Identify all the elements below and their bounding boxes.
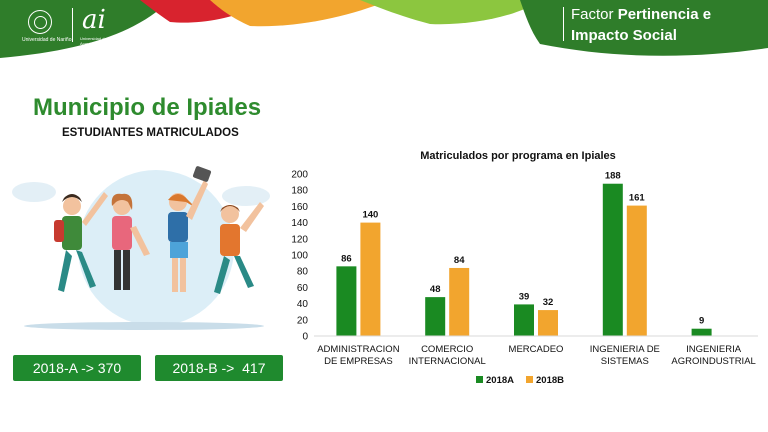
legend-label: 2018A <box>486 375 514 386</box>
chart-legend: 2018A 2018B <box>476 375 564 386</box>
legend-label: 2018B <box>536 375 564 386</box>
total-2018b-badge: 2018-B -> 417 <box>155 355 283 381</box>
illustration-bush-right <box>222 186 270 206</box>
banner-green-right <box>520 0 768 56</box>
illustration-bg-circle <box>78 170 234 326</box>
y-tick-label: 120 <box>291 234 308 245</box>
y-tick-label: 200 <box>291 170 308 181</box>
factor-title-line2: Impacto Social <box>571 27 677 44</box>
ai-logo-mark: ai <box>82 5 106 35</box>
y-tick-label: 180 <box>291 186 308 197</box>
y-tick-label: 160 <box>291 202 308 213</box>
student-figure-3 <box>168 166 212 292</box>
data-label: 161 <box>629 193 646 204</box>
university-name: Universidad de Nariño <box>22 37 72 43</box>
factor-title-bold: Pertinencia e <box>617 6 712 23</box>
legend-swatch-2018a <box>476 376 483 383</box>
bar-2018a <box>514 304 534 336</box>
x-category-label: DE EMPRESAS <box>324 356 393 367</box>
ai-logo-subtext: Universidad de Nariño · Acreditación Ins… <box>80 36 125 46</box>
header-banner <box>0 0 768 58</box>
y-tick-label: 0 <box>302 332 308 343</box>
data-label: 39 <box>519 291 530 302</box>
factor-title-light: Factor <box>571 6 614 23</box>
page-subtitle: ESTUDIANTES MATRICULADOS <box>62 127 239 139</box>
total-2018a-badge: 2018-A -> 370 <box>13 355 141 381</box>
university-logo: Universidad de Nariño ai Universidad de … <box>22 6 140 46</box>
data-label: 48 <box>430 284 441 295</box>
banner-yellow-swoosh <box>210 0 390 27</box>
chart-title: Matriculados por programa en Ipiales <box>420 150 616 162</box>
enrollment-bar-chart: Matriculados por programa en Ipiales 0 20… <box>291 150 758 386</box>
x-category-label: COMERCIO <box>421 344 473 355</box>
x-category-label: MERCADEO <box>509 344 564 355</box>
x-category-label: AGROINDUSTRIAL <box>671 356 755 367</box>
factor-divider <box>563 7 564 41</box>
student-figure-4 <box>214 202 264 294</box>
page-title: Municipio de Ipiales <box>33 94 262 121</box>
y-tick-label: 80 <box>297 267 309 278</box>
student-figure-1 <box>54 192 108 292</box>
bar-2018a <box>691 328 712 336</box>
students-illustration <box>12 166 270 330</box>
data-label: 140 <box>362 210 378 221</box>
bar-2018a <box>602 183 623 336</box>
data-label: 84 <box>454 255 465 266</box>
y-tick-label: 140 <box>291 218 308 229</box>
bar-2018b <box>626 205 647 336</box>
x-category-label: INTERNACIONAL <box>409 356 486 367</box>
x-category-label: INGENIERIA <box>686 344 742 355</box>
data-label: 188 <box>605 171 621 182</box>
x-category-label: INGENIERIA DE <box>590 344 660 355</box>
legend-swatch-2018b <box>526 376 533 383</box>
chart-bars: 86 140 48 84 39 32 188 161 9 <box>336 171 712 336</box>
bar-2018b <box>449 267 470 336</box>
illustration-bush-left <box>12 182 56 202</box>
data-label: 9 <box>699 316 704 327</box>
data-label: 32 <box>543 297 554 308</box>
student-figure-2 <box>111 193 150 290</box>
y-tick-label: 40 <box>297 299 309 310</box>
x-category-label: SISTEMAS <box>601 356 649 367</box>
y-tick-label: 60 <box>297 283 309 294</box>
data-label: 86 <box>341 253 352 264</box>
y-tick-label: 20 <box>297 315 309 326</box>
x-category-label: ADMINISTRACION <box>317 344 399 355</box>
y-tick-label: 100 <box>291 251 308 262</box>
bar-2018a <box>425 297 446 336</box>
university-seal-icon <box>28 10 52 34</box>
y-axis: 0 20 40 60 80 100 120 140 160 180 200 <box>291 170 308 343</box>
bar-2018b <box>360 222 381 336</box>
factor-title: Factor Pertinencia e Impacto Social <box>571 4 711 46</box>
bar-2018a <box>336 266 357 336</box>
illustration-ground-shadow <box>24 322 264 330</box>
bar-2018b <box>538 310 558 336</box>
banner-lightgreen-swoosh <box>360 0 540 25</box>
logo-divider <box>72 8 73 42</box>
